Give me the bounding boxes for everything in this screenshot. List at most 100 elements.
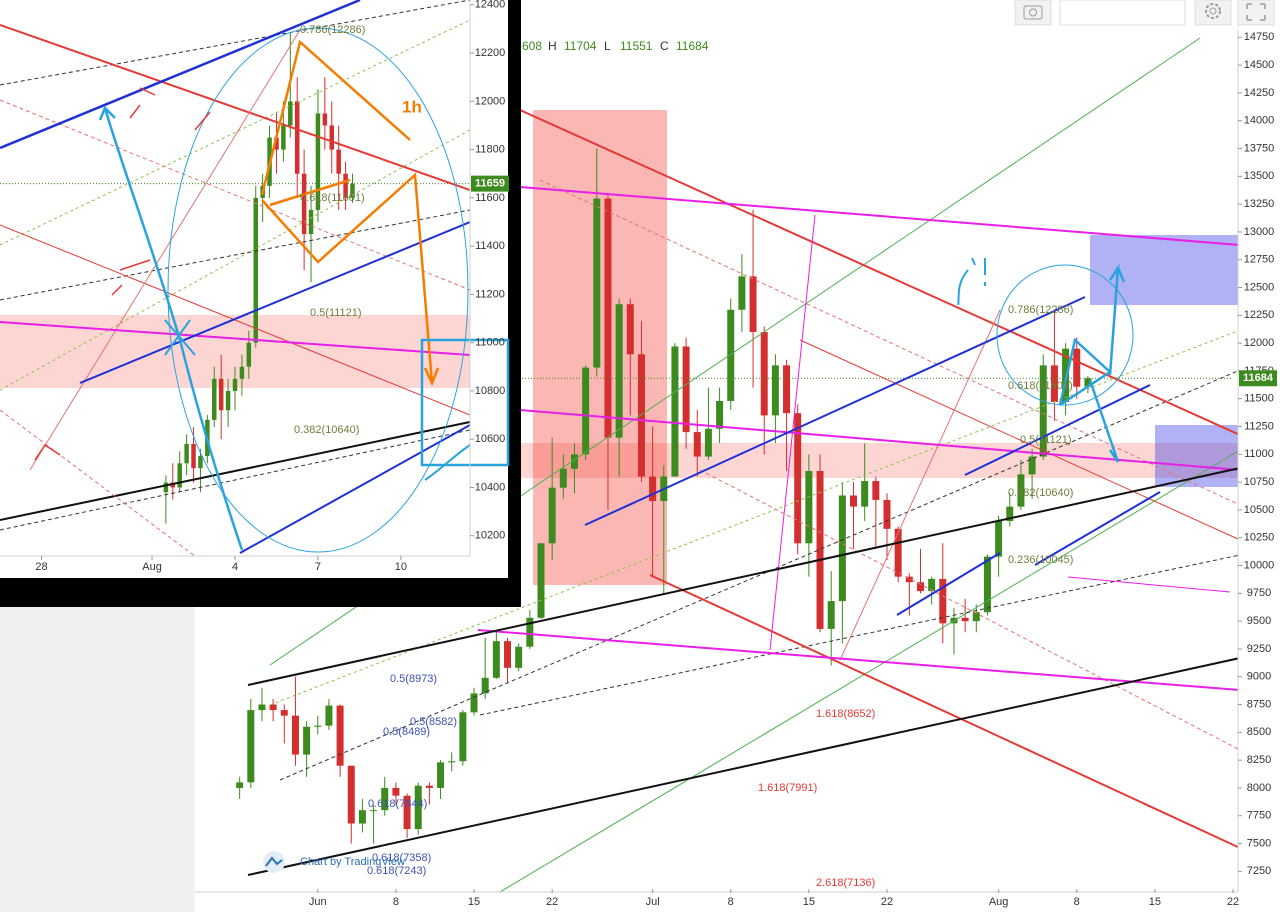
fullscreen-button[interactable] xyxy=(1237,0,1275,26)
candle-body xyxy=(637,354,645,477)
hand-arrow xyxy=(98,105,244,551)
gear-icon xyxy=(1205,3,1221,19)
candle-body xyxy=(894,528,902,577)
fib-label: 0.618(7243) xyxy=(367,865,426,877)
candle-body xyxy=(649,476,657,502)
candle-body xyxy=(336,149,341,174)
y-tick-label: 14500 xyxy=(1244,59,1275,71)
candle-body xyxy=(916,582,924,592)
candle-body xyxy=(504,641,512,668)
x-tick-label: 4 xyxy=(232,561,238,573)
candle-body xyxy=(995,521,1003,557)
y-tick-label: 8750 xyxy=(1247,698,1271,710)
x-tick-label: 22 xyxy=(881,896,893,908)
trend-line xyxy=(0,0,361,150)
candle-body xyxy=(693,432,701,457)
logo-mark xyxy=(265,856,283,867)
trend-line xyxy=(0,0,470,86)
fib-label: 1.618(7991) xyxy=(758,782,817,794)
arrow xyxy=(1116,267,1126,283)
candle-body xyxy=(582,367,590,455)
candle-body xyxy=(749,276,757,333)
trend-line xyxy=(584,296,1086,526)
main-annotations: 0.786(12286) 0.618(11601) 0.5(11121) 0.382(… xyxy=(367,304,1073,889)
credit: Chart by TradingView xyxy=(263,851,405,873)
candle-body xyxy=(212,378,217,420)
candle-body xyxy=(448,761,456,763)
hand-mark xyxy=(164,319,470,481)
candle-body xyxy=(827,601,835,629)
y-tick-label: 10600 xyxy=(475,433,506,445)
y-tick-label: 11400 xyxy=(475,240,505,252)
candle-body xyxy=(1017,474,1025,507)
candle-body xyxy=(459,712,467,762)
main-candles xyxy=(195,148,1233,844)
y-tick-label: 9000 xyxy=(1247,671,1271,683)
candle-body xyxy=(526,617,534,647)
candle-body xyxy=(783,365,791,414)
ohlc-item: 11684 xyxy=(676,39,709,53)
candle-body xyxy=(850,495,858,507)
y-tick-label: 10200 xyxy=(475,530,506,542)
toolbar xyxy=(1014,0,1275,26)
candle-body xyxy=(559,468,567,488)
trend-line xyxy=(1067,576,1231,593)
candle-body xyxy=(253,197,258,343)
circle xyxy=(996,264,1134,406)
y-tick-label: 11000 xyxy=(475,337,505,349)
fib-label: 2.618(7136) xyxy=(816,877,875,889)
candle-body xyxy=(704,428,712,457)
candle-body xyxy=(760,332,768,416)
candle-body xyxy=(983,556,991,613)
trend-line xyxy=(964,384,1151,476)
candle-body xyxy=(794,413,802,544)
trend-line xyxy=(247,467,1238,686)
candle-body xyxy=(1073,348,1081,387)
y-tick-label: 14000 xyxy=(1244,115,1275,127)
candle-body xyxy=(682,346,690,433)
trend-line xyxy=(839,309,1001,661)
candle-body xyxy=(336,705,344,766)
fib-label: 1.618(8652) xyxy=(816,708,875,720)
y-tick-label: 12200 xyxy=(475,47,506,59)
candle-body xyxy=(246,342,252,367)
candle-body xyxy=(308,209,314,235)
arrow xyxy=(1088,379,1120,463)
y-tick-label: 11500 xyxy=(1244,393,1274,405)
search-input[interactable] xyxy=(1059,0,1186,26)
candle-body xyxy=(274,137,279,150)
candle-body xyxy=(1006,506,1014,522)
candle-body xyxy=(570,454,578,469)
y-tick-label: 12000 xyxy=(1244,337,1275,349)
candle-body xyxy=(301,173,307,235)
inset-drawings xyxy=(0,0,470,556)
candle-body xyxy=(291,715,299,755)
y-tick-label: 9250 xyxy=(1247,643,1271,655)
triangle xyxy=(1058,337,1113,407)
candle-body xyxy=(805,471,813,544)
camera-icon xyxy=(1023,5,1043,20)
candle-body xyxy=(861,481,869,507)
y-tick-label: 10500 xyxy=(1244,504,1275,516)
candle-body xyxy=(247,710,255,783)
y-tick-label: 12000 xyxy=(475,95,506,107)
trend-line xyxy=(0,209,470,301)
x-tick-label: 10 xyxy=(395,561,407,573)
y-tick-label: 12500 xyxy=(1244,281,1275,293)
candle-body xyxy=(236,782,244,788)
x-tick-label: 15 xyxy=(1149,896,1161,908)
snapshot-button[interactable] xyxy=(1014,0,1052,26)
x-tick-label: Jul xyxy=(646,896,660,908)
fib-label: 0.5(8973) xyxy=(390,673,437,685)
trend-line xyxy=(79,221,470,384)
candle-body xyxy=(928,578,936,592)
trend-line xyxy=(519,409,1238,471)
inset-axis: 10200 10400 10600 10800 11000 11200 11400 11600… xyxy=(35,0,509,573)
trend-line xyxy=(247,657,1238,876)
gear-hub xyxy=(1209,7,1217,15)
candle-body xyxy=(771,365,779,416)
inset-plot xyxy=(0,0,470,556)
candle-body xyxy=(1028,456,1036,475)
candle-body xyxy=(481,677,489,694)
candle-body xyxy=(537,543,545,618)
